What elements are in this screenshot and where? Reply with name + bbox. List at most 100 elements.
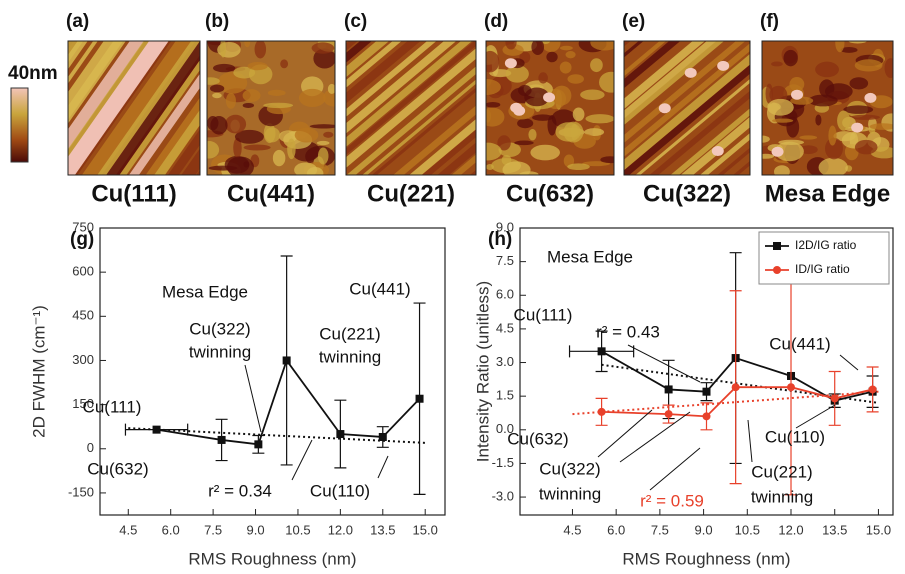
annotation: twinning <box>751 487 813 506</box>
scale-label: 40nm <box>8 63 58 84</box>
afm-grain <box>207 141 220 159</box>
point <box>597 347 606 356</box>
afm-grain <box>486 164 495 170</box>
afm-island <box>864 92 877 103</box>
afm-grain <box>486 109 491 123</box>
arrow <box>627 344 701 383</box>
afm-stripe <box>126 58 200 175</box>
afm-grain <box>849 77 869 90</box>
afm-grain <box>774 141 804 162</box>
fit-line <box>601 363 879 404</box>
afm-grain <box>563 154 575 168</box>
arrow <box>377 455 389 479</box>
afm-grain <box>294 127 319 143</box>
afm-grain <box>234 129 264 144</box>
afm-grain <box>600 156 614 164</box>
afm-stripe <box>378 98 476 175</box>
afm-grain <box>298 88 326 108</box>
afm-grain <box>263 102 294 109</box>
afm-stripe <box>624 41 728 128</box>
annotation: Cu(441) <box>349 279 410 298</box>
afm-stripe <box>100 41 200 175</box>
y-tick-label: 0 <box>87 440 94 455</box>
afm-stripe <box>68 41 171 175</box>
afm-grain <box>854 139 878 155</box>
afm-stripe <box>624 44 750 175</box>
y-axis-label: Intensity Ratio (unitless) <box>473 281 492 462</box>
point <box>152 425 161 434</box>
afm-stripe <box>624 41 750 175</box>
afm-stripe <box>346 41 444 119</box>
afm-grain <box>486 79 501 96</box>
legend-box <box>758 231 890 285</box>
afm-grain <box>590 58 603 73</box>
afm-frame <box>485 40 615 176</box>
afm-stripe <box>624 60 750 175</box>
afm-grain <box>505 41 517 50</box>
x-tick-label: 4.5 <box>119 522 137 537</box>
afm-stripe <box>346 41 476 160</box>
y-tick-label: 600 <box>72 264 94 279</box>
afm-stripe <box>346 41 457 133</box>
afm-grain <box>486 50 500 73</box>
afm-stripe <box>346 41 476 173</box>
series-line <box>156 358 421 446</box>
annotation: Cu(111) <box>83 397 142 416</box>
afm-grain <box>294 162 318 175</box>
annotation: Cu(221) <box>319 324 380 343</box>
panel-caption: Cu(322) <box>643 180 731 207</box>
afm-grain <box>207 77 220 85</box>
y-tick-label: 7.5 <box>496 253 514 268</box>
afm-stripe <box>624 53 750 175</box>
afm-stripe <box>657 101 750 175</box>
afm-frame <box>67 40 201 176</box>
arrow <box>597 409 653 458</box>
arrow <box>291 439 313 481</box>
afm-island <box>658 103 671 114</box>
afm-grain <box>552 85 572 106</box>
panel-caption: Cu(441) <box>227 180 315 207</box>
afm-grain <box>212 92 222 99</box>
annotation: Cu(632) <box>507 429 568 448</box>
x-tick-label: 13.5 <box>370 522 395 537</box>
afm-grain <box>584 128 605 137</box>
annotation: Cu(110) <box>765 427 825 446</box>
afm-grain <box>848 41 867 44</box>
afm-grain <box>585 114 614 124</box>
afm-grain <box>316 140 330 146</box>
afm-grain <box>773 165 790 175</box>
panel-label: (g) <box>70 229 94 250</box>
panel-label: (h) <box>488 229 512 250</box>
afm-grain <box>547 115 557 136</box>
panel-label: (e) <box>622 11 645 32</box>
arrow <box>747 419 753 463</box>
afm-grain <box>546 51 558 63</box>
x-tick-label: 10.5 <box>735 522 760 537</box>
afm-grain <box>884 58 893 79</box>
afm-frame <box>623 40 751 176</box>
afm-grain <box>505 65 529 83</box>
afm-grain <box>313 48 335 69</box>
afm-grain <box>309 124 335 129</box>
afm-grain <box>815 114 822 126</box>
afm-grain <box>213 63 236 73</box>
afm-image <box>624 41 750 175</box>
afm-stripe <box>354 69 476 175</box>
x-tick-label: 15.0 <box>866 522 891 537</box>
point <box>702 412 711 421</box>
panel-caption: Cu(111) <box>91 180 176 207</box>
plot-frame <box>99 227 446 516</box>
x-tick-label: 13.5 <box>822 522 847 537</box>
panel-label: (b) <box>205 11 229 32</box>
afm-grain <box>242 102 255 108</box>
afm-stripe <box>643 84 750 175</box>
afm-grain <box>486 107 505 127</box>
afm-grain <box>559 45 573 51</box>
afm-grain <box>555 122 581 142</box>
afm-frame <box>761 40 894 176</box>
panel-caption: Cu(632) <box>506 180 594 207</box>
afm-band <box>68 41 182 175</box>
annotation: Cu(441) <box>769 334 830 353</box>
afm-grain <box>244 41 251 48</box>
afm-grain <box>582 161 611 167</box>
